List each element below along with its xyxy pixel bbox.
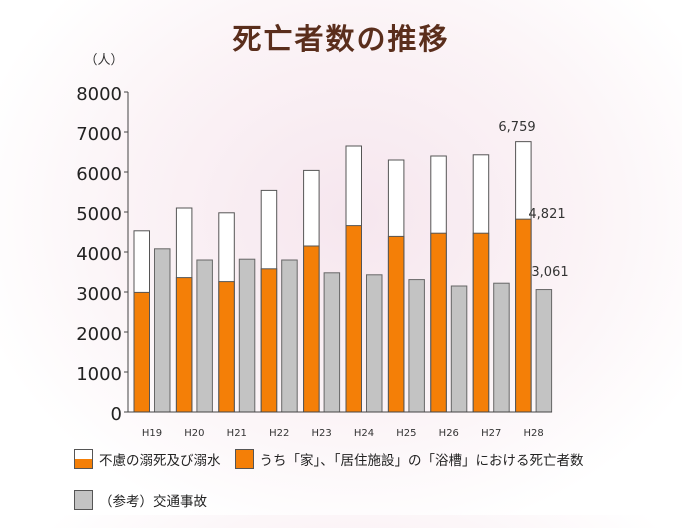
x-tick-label: H19 (142, 428, 162, 439)
bar-bath-deaths (133, 291, 150, 413)
legend-row-1: 不慮の溺死及び溺水 うち「家」、「居住施設」の「浴槽」における死亡者数 (74, 446, 598, 472)
y-tick-label: 5000 (76, 204, 122, 225)
legend-row-2: （参考）交通事故 (74, 487, 598, 513)
x-axis-labels: H19 H20 H21 H22 H23 H24 H25 H26 H27 H28 (142, 428, 544, 439)
x-tick-label: H20 (184, 428, 204, 439)
chart-legend: 不慮の溺死及び溺水 うち「家」、「居住施設」の「浴槽」における死亡者数 （参考）… (74, 446, 598, 528)
bar-chart: （人） 0 1000 2000 3000 4000 5000 6000 7000 8000 H1… (76, 53, 568, 439)
x-tick-label: H27 (481, 428, 501, 439)
x-tick-label: H23 (311, 428, 331, 439)
y-tick-label: 7000 (76, 124, 122, 145)
y-axis-ticks: 0 1000 2000 3000 4000 5000 6000 7000 8000 (76, 84, 128, 425)
bar-traffic-accidents (281, 259, 298, 413)
bar-bath-deaths (218, 281, 235, 413)
legend-swatch-traffic (74, 490, 93, 510)
bar-series (133, 141, 553, 413)
x-tick-label: H24 (354, 428, 374, 439)
legend-label-traffic: （参考）交通事故 (99, 494, 207, 510)
bar-traffic-accidents (323, 272, 341, 413)
x-tick-label: H22 (269, 428, 289, 439)
x-tick-label: H28 (523, 428, 543, 439)
data-label-bath: 4,821 (528, 207, 565, 222)
y-tick-label: 2000 (76, 324, 122, 345)
legend-item-bath: うち「家」、「居住施設」の「浴槽」における死亡者数 (234, 449, 584, 469)
y-tick-label: 6000 (76, 164, 122, 185)
legend-label-bath: うち「家」、「居住施設」の「浴槽」における死亡者数 (259, 453, 584, 469)
bar-bath-deaths (515, 218, 532, 413)
y-tick-label: 1000 (76, 364, 122, 385)
data-label-traffic: 3,061 (531, 265, 568, 280)
y-tick-label: 4000 (76, 244, 122, 265)
legend-swatch-bath (234, 449, 254, 469)
y-tick-label: 3000 (76, 284, 122, 305)
legend-item-traffic: （参考）交通事故 (74, 490, 207, 510)
bar-traffic-accidents (535, 289, 553, 413)
y-tick-label: 0 (111, 404, 122, 425)
bar-bath-deaths (472, 232, 490, 413)
legend-item-drowning: 不慮の溺死及び溺水 (74, 449, 221, 469)
y-axis-unit: （人） (84, 53, 123, 68)
bar-traffic-accidents (196, 259, 213, 413)
legend-label-drowning: 不慮の溺死及び溺水 (99, 453, 221, 469)
bar-traffic-accidents (408, 279, 425, 413)
bar-traffic-accidents (154, 248, 171, 413)
bar-bath-deaths (430, 232, 447, 413)
x-tick-label: H26 (439, 428, 459, 439)
bar-traffic-accidents (366, 274, 383, 413)
bar-bath-deaths (260, 268, 278, 413)
bar-traffic-accidents (238, 258, 256, 413)
x-tick-label: H25 (396, 428, 416, 439)
data-label-total: 6,759 (498, 120, 535, 135)
x-tick-label: H21 (227, 428, 247, 439)
legend-swatch-drowning (74, 449, 93, 469)
bar-bath-deaths (345, 225, 362, 413)
bar-bath-deaths (303, 245, 320, 413)
bar-traffic-accidents (450, 285, 468, 413)
bar-traffic-accidents (493, 282, 510, 413)
chart-title: 死亡者数の推移 (232, 22, 450, 56)
bar-bath-deaths (387, 235, 405, 413)
y-tick-label: 8000 (76, 84, 122, 105)
bar-bath-deaths (175, 277, 193, 413)
